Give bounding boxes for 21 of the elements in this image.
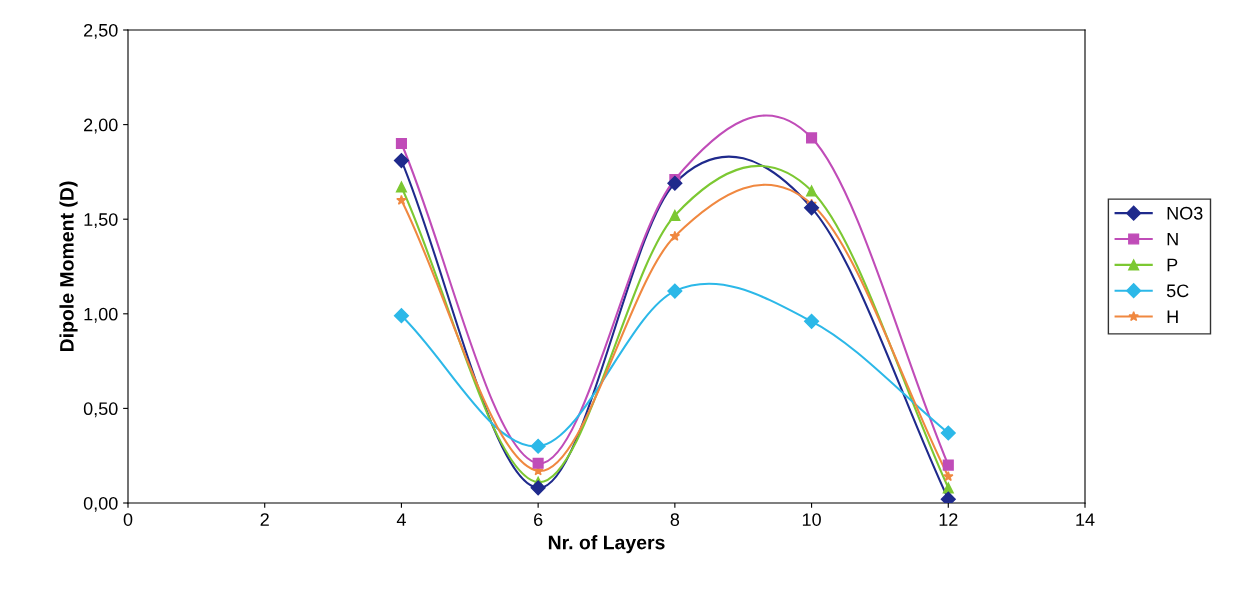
y-tick-label: 2,50 <box>84 23 118 39</box>
x-tick-label: 12 <box>939 513 958 526</box>
y-tick-label: 1,00 <box>84 307 118 323</box>
legend-label: H <box>1167 310 1178 323</box>
y-tick-label: 0,00 <box>83 496 118 512</box>
x-tick-label: 2 <box>260 513 269 526</box>
x-tick-label: 0 <box>123 513 133 526</box>
legend-label: 5C <box>1166 284 1189 298</box>
y-tick-label: 2,00 <box>84 118 118 134</box>
x-tick-label: 4 <box>396 513 406 526</box>
y-tick-label: 1,50 <box>84 213 118 229</box>
x-axis-title: Nr. of Layers <box>548 535 665 554</box>
legend-label: N <box>1167 232 1178 246</box>
x-tick-label: 6 <box>534 513 543 526</box>
legend-label: P <box>1167 258 1178 272</box>
x-tick-label: 14 <box>1076 513 1095 526</box>
y-tick-label: 0,50 <box>83 402 118 418</box>
x-tick-label: 10 <box>802 513 821 526</box>
y-axis-title: Dipole Moment (D) <box>59 181 78 352</box>
legend-label: NO3 <box>1167 206 1203 220</box>
x-tick-label: 8 <box>670 513 680 526</box>
